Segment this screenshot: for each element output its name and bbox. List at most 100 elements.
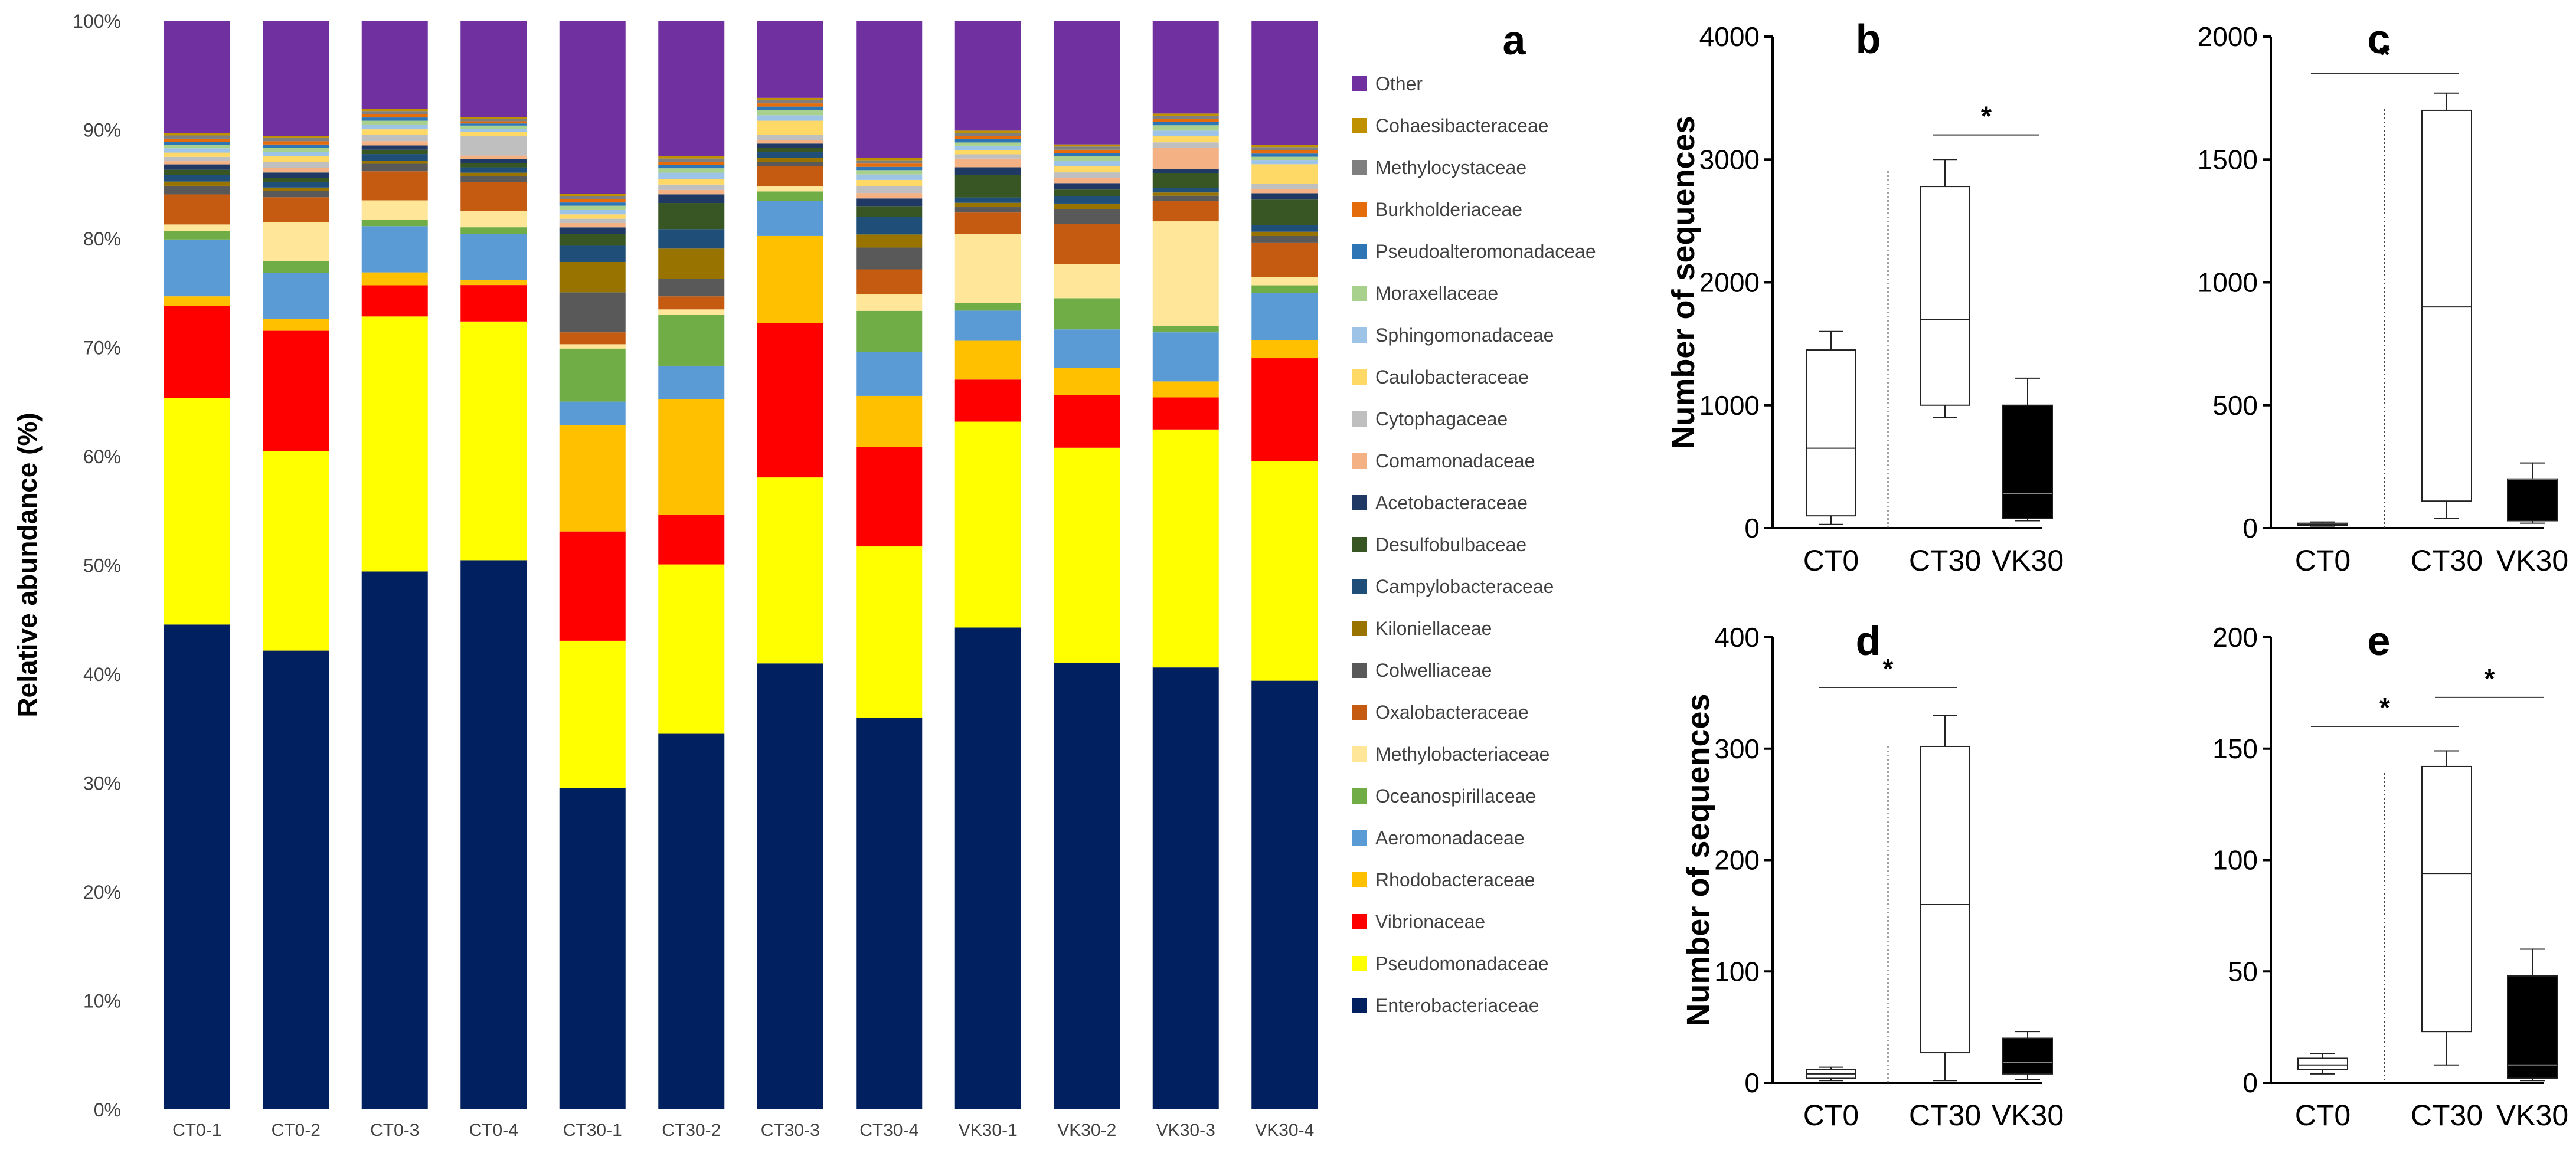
bar-segment-campylobacteraceae [1152,188,1219,193]
bar-segment-pseudoalteromonadaceae [559,202,626,206]
bar-segment-other [559,21,626,194]
significance-star: * [1883,653,1894,684]
legend-label-methylocystaceae: Methylocystaceae [1375,157,1526,178]
legend-label-oceanospirillaceae: Oceanospirillaceae [1375,785,1536,807]
y-tick-label: 0 [2242,513,2258,543]
y-tick-label: 80% [83,228,121,250]
bar-segment-acetobacteraceae [954,167,1021,175]
bar-segment-campylobacteraceae [954,197,1021,203]
x-tick-label: VK30-4 [1255,1121,1314,1140]
legend-swatch-pseudomonadaceae [1352,956,1367,971]
bar-segment-caulobacteraceae [164,152,230,157]
bar-segment-kiloniellaceae [559,261,626,293]
bar-segment-caulobacteraceae [658,179,725,185]
bar-segment-desulfobulbaceae [757,148,823,153]
legend-label-aeromonadaceae: Aeromonadaceae [1375,827,1525,849]
bar-segment-campylobacteraceae [361,154,428,161]
y-tick-label: 20% [83,882,121,903]
bar-segment-cohaesibacteraceae [1251,145,1318,148]
bar-segment-comamonadaceae [460,155,527,159]
box-iqr-ct0 [2297,1057,2348,1070]
bar-segment-methylobacteriaceae [1152,221,1219,326]
x-tick-label: CT0 [2295,1099,2351,1132]
bar-segment-sphingomonadaceae [856,174,923,180]
bar-segment-enterobacteriaceae [164,624,230,1109]
y-tick-label: 3000 [1699,144,1760,175]
legend-swatch-enterobacteriaceae [1352,998,1367,1013]
bar-segment-vibrionaceae [1054,395,1120,448]
legend-swatch-acetobacteraceae [1352,495,1367,510]
bar-segment-other [361,21,428,109]
bar-segment-burkholderiaceae [954,136,1021,139]
panel-a-stacked-bar-chart: 0% 10% 20% 30% 40% 50% 60% 70% 80% 90% 100% Relativ… [12,11,1596,1140]
legend-label-cytophagaceae: Cytophagaceae [1375,408,1508,430]
y-tick-label: 500 [2212,390,2258,421]
bar-segment-campylobacteraceae [460,167,527,173]
panel-e-box-plot: 0 50 100 150 200 CT0 CT30 VK30 * * e [2212,618,2568,1132]
bar-segment-oceanospirillaceae [361,220,428,227]
bar-segment-desulfobulbaceae [361,149,428,155]
legend-label-other: Other [1375,73,1423,94]
bar-segment-acetobacteraceae [658,194,725,204]
bar-segment-oxalobacteraceae [757,166,823,186]
bar-segment-vibrionaceae [954,379,1021,422]
panel-label-a: a [1503,17,1526,63]
y-axis-title: Number of sequences [1681,693,1716,1026]
y-tick-label: 4000 [1699,21,1760,52]
legend-swatch-methylobacteriaceae [1352,746,1367,762]
y-tick-label: 90% [83,120,121,141]
bar-segment-colwelliaceae [559,292,626,333]
significance-star: * [2485,663,2495,694]
bar-segment-other [1152,21,1219,114]
bar-segment-cohaesibacteraceae [658,156,725,159]
bar-segment-moraxellaceae [757,110,823,116]
bar-segment-oxalobacteraceae [954,212,1021,234]
legend-swatch-oxalobacteraceae [1352,705,1367,720]
bar-segment-caulobacteraceae [460,132,527,136]
bar-segment-kiloniellaceae [1054,203,1120,209]
bar-segment-oxalobacteraceae [1054,224,1120,264]
box-iqr-vk30 [2507,478,2558,522]
bar-segment-cohaesibacteraceae [460,117,527,119]
y-axis-title: Relative abundance (%) [12,412,43,717]
bar-segment-pseudomonadaceae [164,398,230,625]
bar-segment-pseudomonadaceae [361,316,428,572]
bar-segment-sphingomonadaceae [460,129,527,132]
bar-segment-kiloniellaceae [856,234,923,248]
x-tick-label: VK30 [1992,544,2064,577]
bar-segment-sphingomonadaceae [757,115,823,121]
bar-segment-cytophagaceae [559,218,626,223]
bar-segment-acetobacteraceae [559,227,626,234]
bar-segment-moraxellaceae [164,145,230,149]
bar-segment-kiloniellaceae [263,187,329,191]
bar-segment-caulobacteraceae [856,179,923,187]
bar-segment-methylocystaceae [559,196,626,199]
box-iqr-ct30 [2421,765,2472,1033]
bar-segment-enterobacteriaceae [1152,667,1219,1109]
bar-segment-caulobacteraceae [1251,164,1318,184]
bar-segment-aeromonadaceae [460,234,527,280]
bar-segment-rhodobacteraceae [361,272,428,286]
bar-segment-acetobacteraceae [460,159,527,163]
bar-segment-methylocystaceae [1251,147,1318,150]
box-iqr-ct30 [1920,186,1970,406]
bar-segment-other [954,21,1021,131]
bar-segment-methylocystaceae [856,160,923,164]
bar-segment-moraxellaceae [263,148,329,152]
bar-segment-methylobacteriaceae [757,186,823,192]
legend-label-moraxellaceae: Moraxellaceae [1375,283,1498,304]
bar-segment-other [856,21,923,158]
bar-segment-rhodobacteraceae [1054,368,1120,395]
box-iqr-vk30 [2002,1037,2053,1075]
legend-swatch-vibrionaceae [1352,914,1367,929]
bar-segment-pseudoalteromonadaceae [1054,153,1120,156]
bar-segment-methylocystaceae [757,100,823,104]
bar-segment-oxalobacteraceae [1152,201,1219,222]
bar-segment-comamonadaceae [263,168,329,173]
bar-segment-methylobacteriaceae [460,211,527,228]
bar-segment-methylocystaceae [164,135,230,139]
bar-segment-rhodobacteraceae [856,395,923,447]
y-tick-label: 300 [1714,733,1760,764]
bar-segment-methylocystaceae [954,132,1021,136]
